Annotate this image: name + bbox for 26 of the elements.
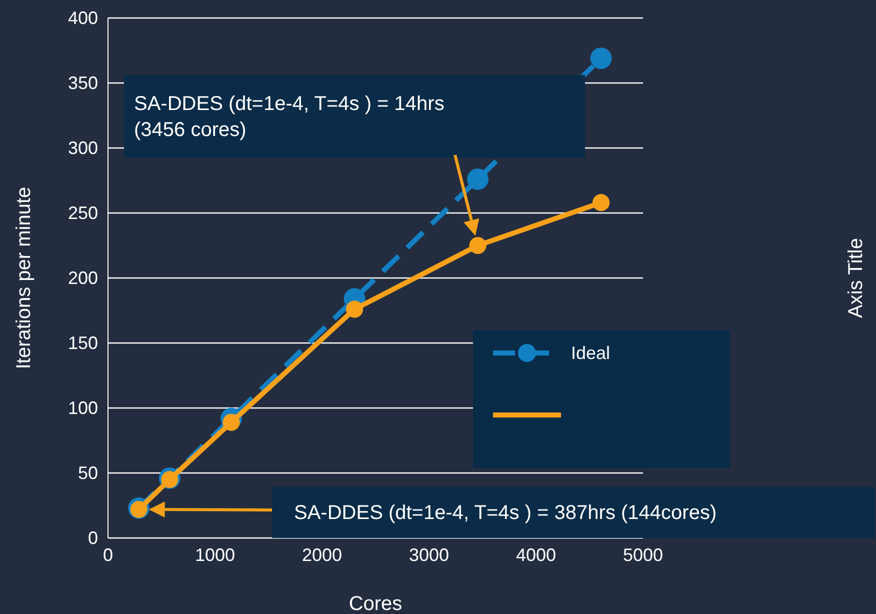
x-tick-label: 5000 [622,544,664,565]
text: Axis Title [845,238,867,318]
legend-label: Ideal [571,343,610,363]
point [469,236,486,254]
y-tick-label: 50 [78,462,98,483]
point [590,48,612,69]
y-tick-label: 100 [68,398,98,418]
y-tick-label: 400 [68,8,98,28]
y-tick-label: 300 [68,138,98,158]
x-tick-label: 0 [102,544,114,565]
point [467,168,488,190]
point [346,300,364,318]
x-tick-label: 3000 [408,544,450,565]
annotation: SA-DDES (dt=1e-4, T=4s ) = 387hrs (144cores) [294,502,717,524]
y-tick-label: 0 [88,528,98,548]
y-tick-label: 150 [68,332,98,353]
y-tick-label: 250 [68,202,98,223]
x-axis-title: Cores [348,593,402,614]
point [592,194,610,212]
y-axis-title: Iterations per minute [13,186,35,370]
x-tick-label: 4000 [516,544,556,565]
y-tick-label: 200 [68,268,98,288]
x-tick-label: 2000 [302,544,342,565]
y-tick-label: 350 [68,72,98,93]
annotation: SA-DDES (dt=1e-4, T=4s ) = 14hrs (3456 cores) [134,93,444,141]
x-tick-label: 1000 [194,544,236,565]
